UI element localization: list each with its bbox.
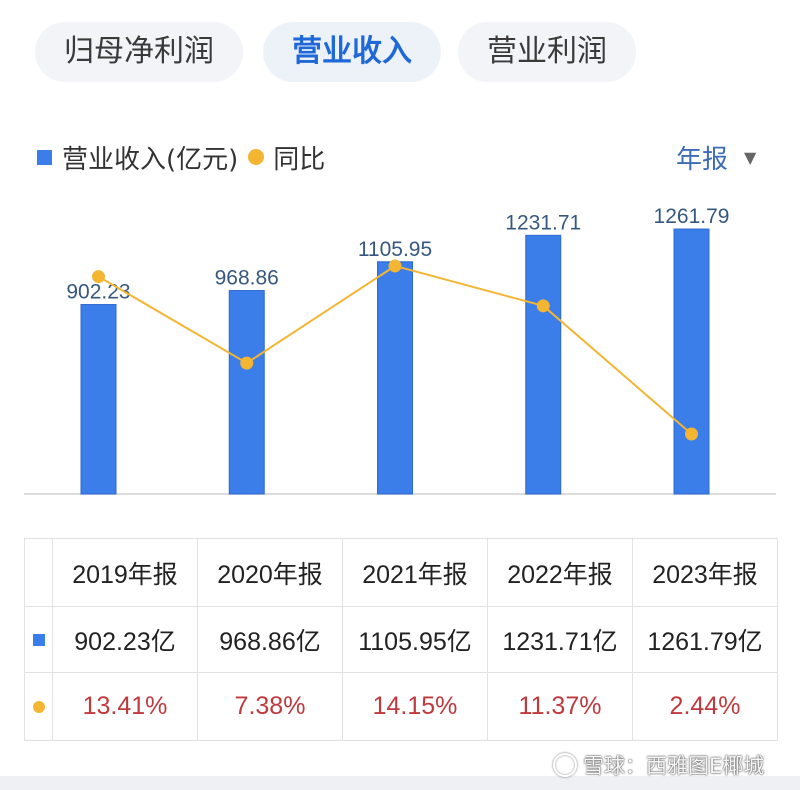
yoy-point-1[interactable] (92, 270, 105, 284)
revenue-bar-labels: 902.23 968.86 1105.95 1231.71 1261.79 (66, 205, 729, 304)
yoy-point-2[interactable] (240, 356, 254, 370)
table-header-cell: 2019年报 (52, 538, 198, 607)
period-dropdown[interactable]: 年报 ▼ (676, 139, 756, 175)
table-header-cell: 2023年报 (632, 538, 778, 607)
revenue-bar-label-5: 1261.79 (654, 205, 730, 228)
yoy-point-4[interactable] (536, 299, 550, 313)
footer-band (0, 776, 800, 790)
table-cell-revenue: 968.86亿 (197, 606, 343, 673)
revenue-bar-3[interactable] (377, 261, 413, 495)
revenue-bar-label-3: 1105.95 (358, 238, 432, 261)
legend-yoy-label: 同比 (273, 144, 326, 175)
table-cell-yoy: 7.38% (197, 672, 343, 741)
table-row-revenue: 902.23亿 968.86亿 1105.95亿 1231.71亿 1261.7… (24, 606, 778, 673)
table-cell-yoy: 14.15% (342, 672, 488, 741)
table-cell-revenue: 902.23亿 (52, 606, 198, 673)
revenue-bar-label-4: 1231.71 (505, 211, 581, 234)
blue-square-icon (37, 149, 52, 165)
table-cell-revenue: 1105.95亿 (342, 606, 488, 673)
chart-legend: 营业收入(亿元) 同比 (37, 139, 325, 175)
table-cell-revenue: 1261.79亿 (632, 606, 778, 673)
table-row-yoy: 13.41% 7.38% 14.15% 11.37% 2.44% (24, 672, 778, 741)
yoy-point-3[interactable] (388, 259, 402, 273)
revenue-bars (80, 228, 710, 495)
tab-revenue[interactable]: 营业收入 (263, 22, 441, 82)
table-row-icon-cell (24, 672, 53, 741)
orange-dot-icon (248, 149, 265, 165)
revenue-bar-5[interactable] (673, 228, 710, 495)
triangle-down-icon: ▼ (744, 147, 757, 167)
watermark: 雪球：西雅图E椰城 (553, 752, 764, 778)
snowball-logo-icon (553, 753, 577, 777)
table-header-cell: 2022年报 (487, 538, 633, 607)
period-dropdown-value: 年报 (676, 144, 729, 175)
revenue-bar-1[interactable] (80, 304, 117, 495)
table-row-icon-cell (24, 606, 53, 673)
table-cell-yoy: 13.41% (52, 672, 198, 741)
blue-square-icon (32, 634, 45, 647)
table-corner-cell (24, 538, 53, 607)
legend-revenue-label: 营业收入(亿元) (62, 144, 239, 175)
table-header-row: 2019年报 2020年报 2021年报 2022年报 2023年报 (24, 538, 778, 607)
revenue-bar-2[interactable] (228, 290, 265, 495)
orange-dot-icon (32, 701, 45, 714)
table-cell-yoy: 11.37% (487, 672, 633, 741)
data-table: 2019年报 2020年报 2021年报 2022年报 2023年报 902.2… (24, 538, 778, 741)
revenue-bar-4[interactable] (525, 234, 562, 495)
table-header-cell: 2020年报 (197, 538, 343, 607)
tab-operating-profit[interactable]: 营业利润 (458, 22, 636, 82)
revenue-bar-label-2: 968.86 (215, 267, 279, 290)
table-cell-revenue: 1231.71亿 (487, 606, 633, 673)
yoy-point-5[interactable] (685, 427, 698, 441)
revenue-chart: 902.23 968.86 1105.95 1231.71 1261.79 (24, 205, 776, 495)
tab-net-profit-attributable[interactable]: 归母净利润 (35, 22, 243, 82)
yoy-points (92, 259, 698, 441)
watermark-text: 雪球：西雅图E椰城 (583, 754, 765, 778)
revenue-bar-label-1: 902.23 (66, 281, 130, 304)
table-cell-yoy: 2.44% (632, 672, 778, 741)
table-header-cell: 2021年报 (342, 538, 488, 607)
